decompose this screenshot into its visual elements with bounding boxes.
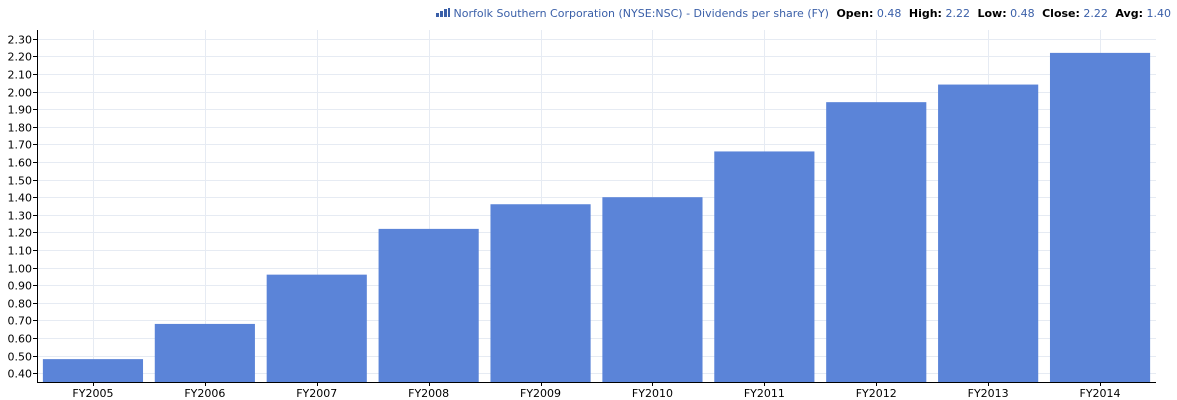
y-tick-label: 1.50 (8, 175, 33, 188)
y-tick-label: 1.00 (8, 263, 33, 276)
y-tick-label: 1.70 (8, 139, 33, 152)
bar-fy2011[interactable] (714, 151, 815, 382)
legend-avg-label: Avg: (1115, 7, 1143, 20)
x-tick-label: FY2014 (1080, 387, 1121, 400)
y-tick-label: 1.40 (8, 192, 33, 205)
legend-close-label: Close: (1042, 7, 1080, 20)
bar-chart-icon (435, 6, 450, 22)
legend-open-value: 0.48 (876, 7, 902, 20)
y-tick-label: 1.60 (8, 157, 33, 170)
x-tick-label: FY2009 (520, 387, 561, 400)
y-tick-label: 0.50 (8, 351, 33, 364)
y-tick-label: 2.10 (8, 69, 33, 82)
chart-legend: Norfolk Southern Corporation (NYSE:NSC) … (435, 6, 1172, 22)
bar-fy2005[interactable] (42, 359, 144, 382)
legend-open-label: Open: (836, 7, 874, 20)
x-tick-label: FY2013 (968, 387, 1009, 400)
x-tick-label: FY2007 (296, 387, 337, 400)
legend-low-label: Low: (977, 7, 1007, 20)
y-tick-label: 0.70 (8, 315, 33, 328)
bar-fy2010[interactable] (602, 197, 703, 382)
legend-low-value: 0.48 (1010, 7, 1035, 20)
legend-avg-value: 1.40 (1146, 7, 1172, 20)
bars (42, 52, 1151, 382)
x-tick-label: FY2011 (744, 387, 785, 400)
legend-high-label: High: (908, 7, 942, 20)
bar-fy2013[interactable] (938, 84, 1039, 382)
y-tick-label: 1.20 (8, 227, 33, 240)
bar-fy2006[interactable] (154, 323, 255, 382)
y-tick-label: 0.90 (8, 280, 33, 293)
bar-fy2014[interactable] (1049, 52, 1151, 382)
y-tick-label: 0.60 (8, 333, 33, 346)
y-tick-label: 1.80 (8, 122, 33, 135)
y-tick-label: 2.20 (8, 51, 33, 64)
y-tick-label: 0.40 (8, 368, 33, 381)
y-tick-label: 0.80 (8, 298, 33, 311)
y-tick-label: 1.10 (8, 245, 33, 258)
axes: 0.40 0.50 0.60 0.70 0.80 0.90 1.00 1.10 1.20 1.30… (8, 30, 1156, 400)
bar-fy2008[interactable] (378, 228, 479, 382)
x-tick-label: FY2008 (408, 387, 449, 400)
bar-fy2012[interactable] (826, 102, 927, 382)
y-tick-label: 2.30 (8, 34, 33, 47)
bar-fy2009[interactable] (490, 204, 591, 382)
bar-fy2007[interactable] (266, 274, 367, 382)
y-tick-label: 2.00 (8, 87, 33, 100)
x-tick-label: FY2006 (184, 387, 225, 400)
x-tick-label: FY2005 (72, 387, 113, 400)
x-tick-label: FY2012 (856, 387, 897, 400)
legend-close-value: 2.22 (1083, 7, 1108, 20)
legend-series-name: Norfolk Southern Corporation (NYSE:NSC) … (453, 7, 829, 20)
x-tick-label: FY2010 (632, 387, 673, 400)
legend-high-value: 2.22 (945, 7, 970, 20)
y-tick-label: 1.30 (8, 210, 33, 223)
y-tick-label: 1.90 (8, 104, 33, 117)
